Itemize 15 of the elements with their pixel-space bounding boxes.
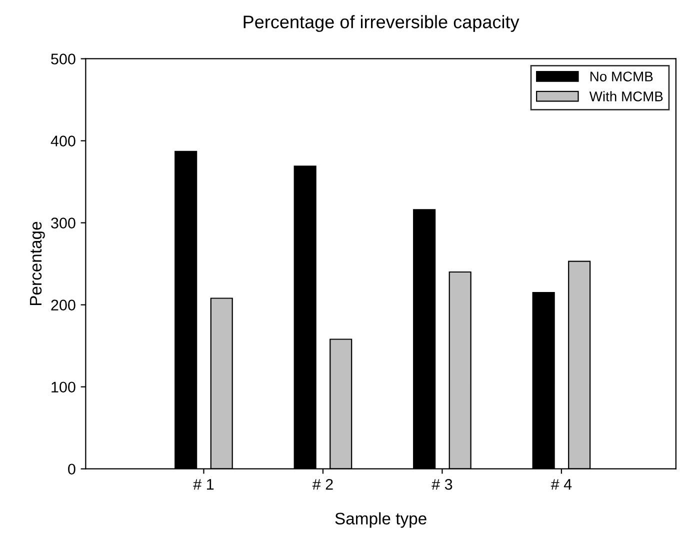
y-tick-label: 400 bbox=[50, 136, 76, 146]
x-tick-label: # 3 bbox=[432, 478, 452, 490]
y-axis-title: Percentage bbox=[30, 222, 45, 306]
x-tick-label: # 2 bbox=[312, 478, 333, 490]
y-tick-label: 300 bbox=[51, 218, 76, 228]
y-tick-label: 0 bbox=[68, 464, 76, 475]
y-tick-label: 200 bbox=[51, 300, 76, 310]
legend-label: No MCMB bbox=[590, 72, 653, 82]
y-tick-label: 100 bbox=[52, 382, 76, 393]
legend-label: With MCMB bbox=[589, 91, 663, 102]
x-axis-title: Sample type bbox=[335, 512, 426, 528]
y-tick-label: 500 bbox=[51, 54, 76, 64]
chart-title: Percentage of irreversible capacity bbox=[244, 15, 520, 32]
x-tick-label: # 1 bbox=[193, 479, 214, 490]
x-tick-label: # 4 bbox=[550, 479, 572, 490]
